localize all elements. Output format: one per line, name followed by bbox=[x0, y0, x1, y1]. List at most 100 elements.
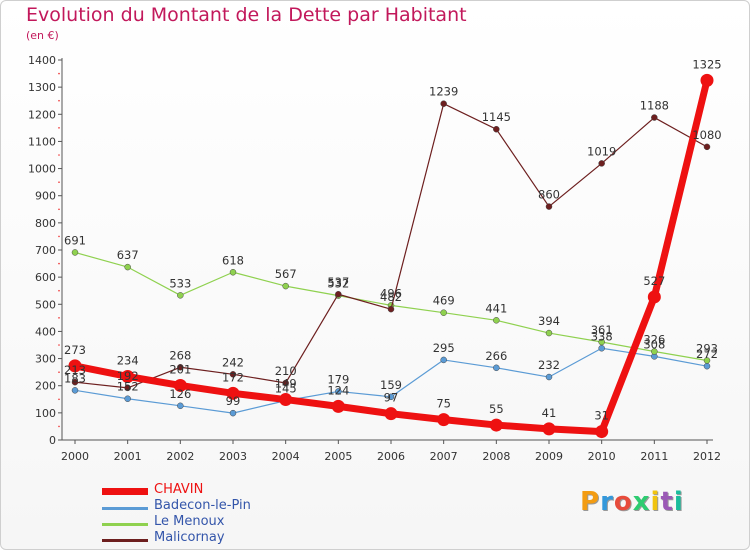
data-point bbox=[124, 384, 131, 392]
data-point bbox=[700, 73, 714, 87]
data-label: 124 bbox=[327, 383, 349, 397]
data-point bbox=[595, 425, 609, 439]
data-label: 308 bbox=[643, 337, 665, 351]
data-point bbox=[124, 263, 131, 271]
x-tick-label: 2006 bbox=[377, 450, 405, 463]
data-point bbox=[598, 345, 605, 352]
data-label: 527 bbox=[643, 274, 665, 288]
data-label: 201 bbox=[169, 362, 191, 376]
y-tick-label: 1300 bbox=[28, 81, 56, 94]
data-point bbox=[651, 348, 658, 355]
legend-swatch-malicornay bbox=[102, 539, 148, 542]
legend-swatch-chavin bbox=[102, 488, 148, 495]
data-label: 192 bbox=[117, 369, 139, 383]
data-point bbox=[387, 305, 395, 313]
logo-letter: i bbox=[650, 487, 661, 517]
data-label: 532 bbox=[327, 277, 349, 291]
data-label: 159 bbox=[380, 378, 402, 392]
proxiti-logo: Proxiti bbox=[580, 487, 684, 517]
data-point bbox=[331, 399, 345, 413]
data-label: 338 bbox=[591, 329, 613, 343]
y-minor-dot bbox=[58, 208, 60, 211]
data-label: 691 bbox=[64, 233, 86, 247]
x-tick-label: 2003 bbox=[219, 450, 247, 463]
y-tick-label: 0 bbox=[49, 434, 56, 447]
data-label: 55 bbox=[489, 402, 504, 416]
data-label: 232 bbox=[538, 358, 560, 372]
y-minor-dot bbox=[58, 344, 60, 346]
data-label: 860 bbox=[538, 188, 560, 202]
y-minor-dot bbox=[58, 181, 60, 183]
data-label: 1325 bbox=[692, 57, 721, 71]
data-label: 172 bbox=[222, 370, 244, 384]
legend-label-badecon: Badecon-le-Pin bbox=[154, 498, 251, 513]
y-minor-dot bbox=[58, 99, 60, 102]
data-point bbox=[71, 378, 79, 386]
logo-letter: x bbox=[632, 487, 651, 517]
unit-label: (en €) bbox=[26, 29, 59, 42]
data-point bbox=[229, 371, 237, 378]
data-point bbox=[703, 143, 711, 151]
legend-swatch-le-menoux bbox=[102, 523, 148, 526]
data-label: 75 bbox=[436, 397, 451, 411]
y-tick-label: 1000 bbox=[28, 163, 56, 176]
data-label: 1019 bbox=[587, 144, 616, 158]
y-minor-dot bbox=[58, 127, 60, 129]
data-point bbox=[493, 317, 500, 324]
data-point bbox=[229, 269, 237, 276]
data-label: 618 bbox=[222, 253, 244, 267]
data-point bbox=[703, 362, 711, 370]
x-tick-label: 2002 bbox=[166, 450, 194, 463]
y-tick-label: 800 bbox=[35, 217, 56, 230]
data-label: 145 bbox=[275, 382, 297, 396]
data-point bbox=[542, 422, 556, 436]
data-point bbox=[545, 329, 553, 337]
data-point bbox=[598, 338, 605, 346]
data-point bbox=[226, 386, 240, 400]
data-label: 31 bbox=[594, 409, 609, 423]
data-label: 441 bbox=[485, 301, 507, 315]
logo-letter: P bbox=[580, 487, 601, 517]
x-tick-label: 2007 bbox=[430, 450, 458, 463]
y-tick-label: 1400 bbox=[28, 54, 56, 67]
legend-label-malicornay: Malicornay bbox=[154, 530, 225, 545]
x-tick-label: 2010 bbox=[588, 450, 616, 463]
data-point bbox=[545, 203, 553, 210]
data-label: 394 bbox=[538, 314, 560, 328]
data-label: 126 bbox=[169, 387, 191, 401]
data-point bbox=[173, 378, 187, 392]
y-tick-label: 300 bbox=[35, 353, 56, 366]
data-label: 183 bbox=[64, 371, 86, 385]
data-point bbox=[493, 364, 500, 372]
data-point bbox=[177, 402, 184, 410]
y-minor-dot bbox=[58, 235, 60, 238]
data-label: 533 bbox=[169, 276, 191, 290]
x-tick-label: 2009 bbox=[535, 450, 563, 463]
data-label: 293 bbox=[696, 341, 718, 355]
data-label: 361 bbox=[591, 323, 613, 337]
data-label: 1080 bbox=[692, 128, 721, 142]
y-minor-dot bbox=[58, 317, 60, 319]
data-point bbox=[598, 160, 605, 167]
data-label: 99 bbox=[226, 394, 241, 408]
y-tick-label: 100 bbox=[35, 407, 56, 420]
data-point bbox=[703, 357, 711, 364]
data-point bbox=[647, 290, 661, 304]
data-label: 1145 bbox=[482, 110, 511, 124]
x-tick-label: 2012 bbox=[693, 450, 721, 463]
data-label: 266 bbox=[485, 349, 507, 363]
y-tick-label: 400 bbox=[35, 325, 56, 338]
y-minor-dot bbox=[58, 262, 60, 265]
data-label: 273 bbox=[64, 343, 86, 357]
data-label: 41 bbox=[542, 406, 557, 420]
data-point bbox=[282, 282, 289, 290]
data-point bbox=[121, 369, 135, 383]
data-point bbox=[440, 309, 447, 316]
x-tick-label: 2005 bbox=[324, 450, 352, 463]
data-point bbox=[282, 379, 289, 387]
data-label: 469 bbox=[433, 294, 455, 308]
data-point bbox=[440, 356, 447, 364]
data-point bbox=[71, 387, 79, 394]
y-tick-label: 900 bbox=[35, 190, 56, 203]
